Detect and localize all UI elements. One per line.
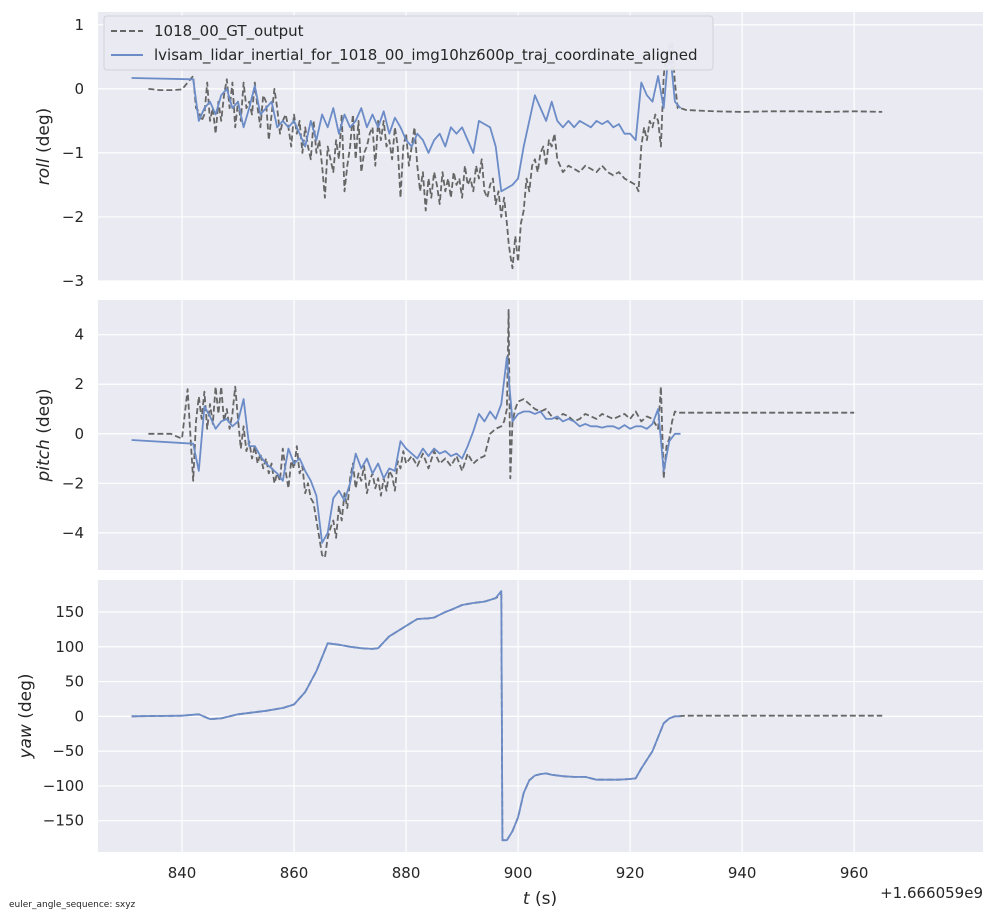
legend-box bbox=[103, 15, 714, 71]
y-tick-label: 150 bbox=[55, 603, 84, 621]
est-series-line-yaw bbox=[131, 590, 681, 842]
y-tick-label: 2 bbox=[74, 375, 84, 393]
y-tick-label: −50 bbox=[52, 742, 84, 760]
y-tick-label: 0 bbox=[74, 425, 84, 443]
y-tick-label: 4 bbox=[74, 326, 84, 344]
x-tick-label: 940 bbox=[728, 864, 757, 882]
y-tick-label: 50 bbox=[65, 673, 84, 691]
y-tick-label: −2 bbox=[62, 208, 84, 226]
x-tick-label: 880 bbox=[392, 864, 421, 882]
est-series-line-roll bbox=[131, 43, 682, 193]
y-tick-label: −2 bbox=[62, 474, 84, 492]
y-tick-label: −3 bbox=[62, 272, 84, 290]
footnote: euler_angle_sequence: sxyz bbox=[9, 900, 136, 910]
x-tick-label: 860 bbox=[280, 864, 309, 882]
y-tick-label: −100 bbox=[43, 777, 84, 795]
x-axis-label: t (s) bbox=[523, 889, 557, 909]
y-tick-label: 0 bbox=[74, 707, 84, 725]
legend-label-est: lvisam_lidar_inertial_for_1018_00_img10h… bbox=[154, 46, 698, 65]
y-tick-label: −1 bbox=[62, 144, 84, 162]
x-axis-offset-label: +1.666059e9 bbox=[880, 884, 983, 902]
gt-series-line-roll bbox=[148, 43, 883, 270]
y-tick-label: 1 bbox=[74, 16, 84, 34]
x-tick-label: 920 bbox=[616, 864, 645, 882]
y-tick-label: 100 bbox=[55, 638, 84, 656]
y-tick-label: −4 bbox=[62, 524, 84, 542]
est-series-line-pitch bbox=[131, 356, 681, 544]
subplot-pitch: 4 2 0 −2 −4 pitch (deg) bbox=[34, 300, 983, 570]
y-tick-label: 0 bbox=[74, 80, 84, 98]
y-axis-label-pitch: pitch (deg) bbox=[34, 388, 54, 482]
y-axis-label-roll: roll (deg) bbox=[34, 108, 54, 186]
gt-series-line-pitch bbox=[148, 309, 855, 559]
y-axis-label-yaw: yaw (deg) bbox=[16, 673, 36, 759]
x-tick-label: 840 bbox=[168, 864, 197, 882]
x-tick-label: 960 bbox=[840, 864, 869, 882]
legend: 1018_00_GT_output lvisam_lidar_inertial_… bbox=[103, 15, 714, 71]
y-tick-label: −150 bbox=[43, 812, 84, 830]
plot-area-pitch bbox=[98, 300, 983, 570]
x-tick-label: 900 bbox=[504, 864, 533, 882]
legend-label-gt: 1018_00_GT_output bbox=[154, 22, 304, 41]
subplot-yaw: 150 100 50 0 −50 −100 −150 yaw (deg) 840 860 880 90… bbox=[16, 580, 983, 882]
